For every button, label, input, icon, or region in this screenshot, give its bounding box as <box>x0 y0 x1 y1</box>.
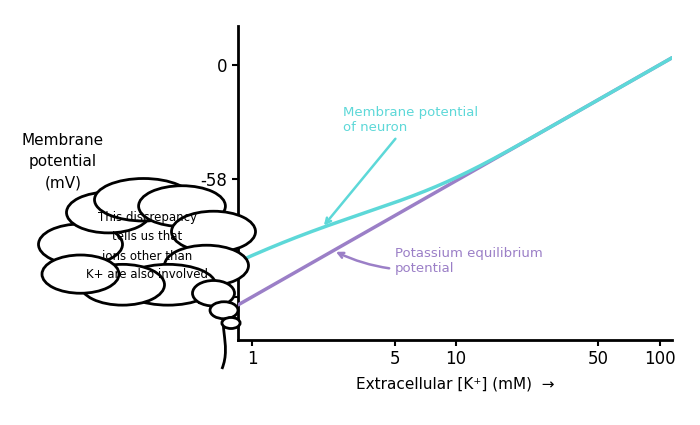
X-axis label: Extracellular [K⁺] (mM)  →: Extracellular [K⁺] (mM) → <box>356 377 554 392</box>
Text: Membrane potential
of neuron: Membrane potential of neuron <box>326 106 479 224</box>
Text: Potassium equilibrium
potential: Potassium equilibrium potential <box>338 247 542 275</box>
Text: Membrane
potential
(mV): Membrane potential (mV) <box>22 133 104 190</box>
Text: This discrepancy
tells us that
ions other than
K+ are also involved: This discrepancy tells us that ions othe… <box>86 212 208 281</box>
